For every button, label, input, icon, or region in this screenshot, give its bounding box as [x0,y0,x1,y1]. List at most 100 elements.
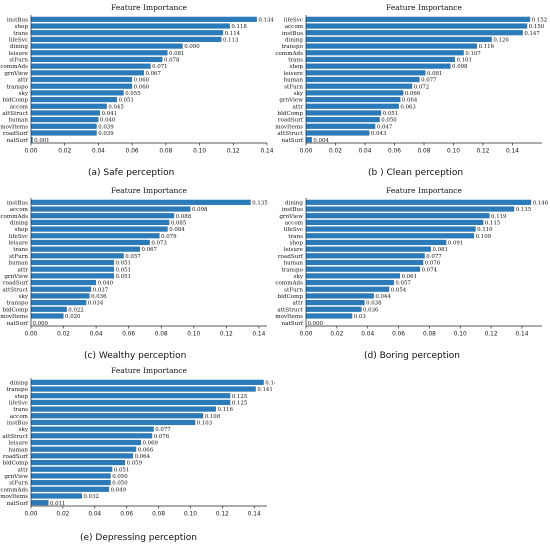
bar-bldComp [31,96,117,103]
bar-leisure [306,70,426,76]
x-tick-label: 0.02 [56,512,69,518]
category-label: sky [19,294,29,300]
value-label: 0.098 [452,64,468,70]
x-tick-label: 0.08 [155,332,168,338]
bar-attStruct [31,286,92,292]
value-label: 0.119 [491,214,507,220]
value-label: 0.060 [134,84,150,90]
value-label: 0.03 [354,314,367,320]
value-label: 0.051 [383,111,398,117]
x-tick-label: 0.08 [418,149,431,155]
bar-bldComp [31,459,126,466]
bar-movItems [31,123,97,129]
value-label: 0.115 [485,220,501,226]
category-label: lifeSvc [9,400,28,406]
x-tick-label: 0.00 [25,512,38,518]
value-label: 0.036 [363,307,379,313]
x-tick-label: 0.02 [57,332,70,338]
bar-lifeSvc [31,36,222,43]
category-label: leisure [9,441,29,447]
value-label: 0.084 [169,227,185,233]
bar-bldComp [306,110,382,116]
bar-movItems [31,493,83,499]
category-label: attStruct [277,307,303,313]
category-label: sky [19,427,29,433]
bar-shop [31,226,168,232]
x-tick-label: 0.12 [216,512,229,518]
bar-roadSurf [31,453,134,459]
value-label: 0.125 [232,394,248,400]
value-label: 0.135 [516,207,532,213]
bar-attr [31,76,133,83]
bar-trans [306,233,475,239]
bar-commAds [306,50,464,56]
x-tick-label: 0.06 [392,332,405,338]
category-label: human [9,118,29,124]
x-tick-label: 0.12 [227,149,240,155]
category-label: instBus [7,200,28,206]
value-label: 0.135 [252,200,268,206]
bar-commAds [31,213,175,219]
value-label: 0.146 [533,200,549,206]
value-label: 0.064 [135,454,151,460]
bar-roadSurf [31,279,97,286]
bar-dining [306,36,492,43]
value-label: 0.076 [425,261,441,267]
value-label: 0.116 [217,407,233,413]
value-label: 0.152 [532,17,547,23]
category-label: accom [10,104,29,110]
bar-movItems [306,123,376,129]
value-label: 0.067 [142,247,158,253]
value-label: 0.066 [138,447,154,453]
bar-natSurf [31,137,33,143]
bar-accom [31,413,204,419]
bar-trans [31,30,224,36]
x-tick-label: 0.00 [25,332,38,338]
category-label: grnView [4,474,28,480]
bar-leisure [306,246,431,252]
value-label: 0.043 [371,131,387,137]
category-label: trans [288,234,303,240]
bar-natSurf [31,500,49,506]
boring-perception-chart: Feature Importance dining 0.146 instBus 0.13… [275,183,550,343]
depressing-perception-chart: Feature Importance dining 0.146 transpo 0.14… [0,363,275,523]
value-label: 0.116 [479,44,495,50]
value-label: 0.060 [134,78,150,84]
bar-leisure [31,50,168,56]
value-label: 0.078 [164,58,180,64]
category-label: attStruct [277,131,303,137]
x-tick-label: 0.12 [220,332,233,338]
bar-roadSurf [306,116,380,123]
x-tick-label: 0.00 [300,332,313,338]
category-label: human [9,261,29,267]
category-label: attr [292,301,303,307]
bar-instBus [31,199,251,205]
category-label: attStruct [2,111,28,117]
bar-movItems [306,313,353,319]
value-label: 0.071 [152,64,167,70]
bar-shop [306,239,447,246]
category-label: roadSurf [278,118,304,124]
value-label: 0.076 [154,434,170,440]
x-tick-label: 0.00 [300,149,313,155]
category-label: instBus [282,31,303,37]
value-label: 0.000 [308,321,324,327]
value-label: 0.054 [391,287,407,293]
value-label: 0.034 [88,301,104,307]
value-label: 0.107 [465,51,481,57]
value-label: 0.040 [98,281,114,287]
value-label: 0.049 [111,487,127,493]
bar-stFurn [31,253,124,259]
category-label: transpo [281,44,303,50]
category-label: leisure [284,247,304,253]
chart-title: Feature Importance [386,186,462,195]
bar-commAds [31,63,151,69]
caption-boring: (d) Boring perception [364,351,460,361]
value-label: 0.047 [377,124,393,130]
category-label: stFurn [9,481,28,487]
bar-transpo [306,266,421,272]
category-label: movItems [0,314,28,320]
category-label: natSurf [7,501,29,507]
x-tick-label: 0.06 [388,149,401,155]
value-label: 0.108 [205,414,221,420]
